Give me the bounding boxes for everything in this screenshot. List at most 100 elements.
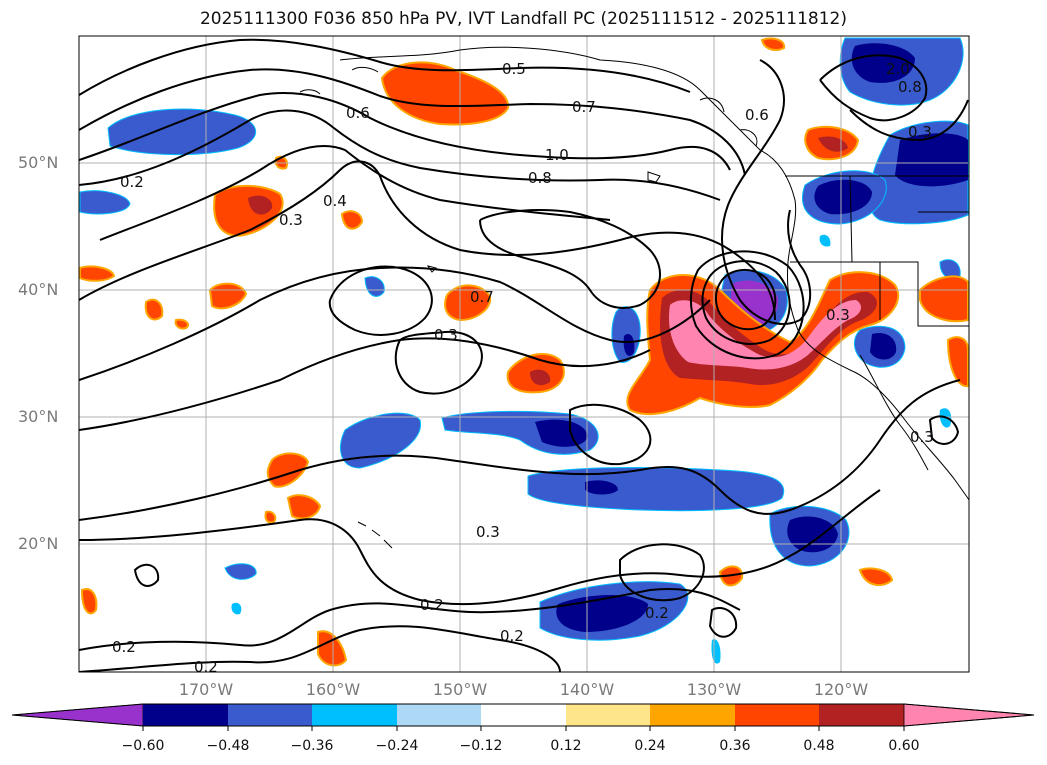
contour-label: 0.5 <box>502 60 526 78</box>
colorbar-segment <box>312 704 397 726</box>
contour-label: 0.7 <box>572 98 596 116</box>
contour-line <box>569 403 652 466</box>
lat-label-30n: 30°N <box>18 407 59 426</box>
contour-labels: 0.5 0.7 0.6 0.6 1.0 0.8 0.2 0.3 0.4 0.7 … <box>112 60 934 676</box>
shade-blob <box>858 567 894 587</box>
contour-label: 0.7 <box>470 288 494 306</box>
lat-label-40n: 40°N <box>18 280 59 299</box>
colorbar-label: −0.60 <box>121 738 165 754</box>
colorbar-label: 0.60 <box>888 738 920 754</box>
shade-blob <box>224 563 257 580</box>
shade-blob <box>556 595 648 632</box>
shade-blob <box>264 510 277 524</box>
contour-line <box>133 563 160 587</box>
lat-label-50n: 50°N <box>18 153 59 172</box>
contour-line <box>79 38 691 96</box>
contour-line <box>690 250 805 360</box>
contour-label: 0.8 <box>528 169 552 187</box>
contour-label: 0.3 <box>908 123 932 141</box>
colorbar-segment <box>650 704 735 726</box>
colorbar-label: 0.12 <box>550 738 582 754</box>
shade-blob <box>895 133 968 187</box>
map-title: 2025111300 F036 850 hPa PV, IVT Landfall… <box>199 9 847 29</box>
contour-line <box>721 59 812 325</box>
contour-label: 2.0 <box>886 60 910 78</box>
colorbar-label: −0.48 <box>206 738 250 754</box>
contour-label: 1.0 <box>545 146 569 164</box>
colorbar-label: 0.48 <box>803 738 835 754</box>
shade-blob <box>530 369 551 386</box>
contour-label: 0.2 <box>194 658 218 676</box>
contour-label: 0.2 <box>120 173 144 191</box>
coastlines <box>299 46 969 549</box>
colorbar-ticks <box>142 726 905 731</box>
contour-label: 0.6 <box>745 106 769 124</box>
contour-line <box>928 415 960 445</box>
shade-blob <box>814 179 872 215</box>
contour-label: 0.3 <box>434 326 458 344</box>
lon-label-130w: 130°W <box>686 680 742 699</box>
coastline-baja <box>859 354 929 471</box>
contour-line <box>79 68 746 176</box>
colorbar-segment <box>819 704 904 726</box>
contour-label: 0.3 <box>910 428 934 446</box>
map-frame <box>78 35 970 673</box>
lat-label-20n: 20°N <box>18 534 59 553</box>
contour-line <box>79 379 961 521</box>
colorbar-segment <box>735 704 819 726</box>
state-border <box>785 175 969 327</box>
contour-line <box>714 269 777 331</box>
colorbar-label: −0.12 <box>459 738 503 754</box>
shade-blob <box>248 195 273 215</box>
contour-line <box>394 330 483 395</box>
shade-blob <box>527 467 785 512</box>
lon-label-120w: 120°W <box>813 680 869 699</box>
colorbar-label: 0.24 <box>634 738 666 754</box>
contour-line <box>79 588 741 651</box>
colorbar-segment <box>397 704 481 726</box>
colorbar-label: −0.24 <box>375 738 419 754</box>
lon-label-140w: 140°W <box>559 680 615 699</box>
state-border <box>849 175 969 263</box>
contour-line <box>79 337 651 431</box>
shade-blob <box>80 588 98 615</box>
contour-label: 0.4 <box>323 192 347 210</box>
contour-line <box>708 607 738 638</box>
shade-blob <box>851 43 915 83</box>
shade-blob <box>919 275 969 323</box>
contour-line <box>79 160 776 321</box>
shade-blob <box>79 265 116 282</box>
contour-label: 0.3 <box>279 211 303 229</box>
contour-line <box>79 625 561 672</box>
shade-blob <box>231 602 242 615</box>
shade-blob <box>107 108 257 156</box>
shade-blob <box>340 210 364 230</box>
shade-blob <box>623 333 635 356</box>
contour-line <box>819 54 928 122</box>
shade-blob <box>787 516 838 553</box>
shade-blob <box>946 336 969 388</box>
contour-line <box>619 543 705 602</box>
shade-blob <box>286 494 322 520</box>
contour-line <box>79 109 721 201</box>
shade-blob <box>760 37 786 51</box>
contour-line <box>479 209 661 309</box>
contour-line <box>79 91 731 171</box>
coastline-bc-islands <box>699 97 758 147</box>
shade-blob <box>266 452 310 488</box>
shade-blob <box>819 234 831 247</box>
colorbar-label: 0.36 <box>719 738 751 754</box>
shade-blob <box>144 298 164 321</box>
contour-label: 0.3 <box>476 523 500 541</box>
shade-blob <box>585 480 618 495</box>
shade-blob <box>444 284 492 322</box>
hawaii <box>357 521 393 549</box>
contour-label: 0.2 <box>645 604 669 622</box>
contour-label: 0.2 <box>112 638 136 656</box>
shade-blob <box>668 300 862 370</box>
shade-blob <box>364 276 385 297</box>
lon-label-150w: 150°W <box>432 680 488 699</box>
colorbar-segment <box>566 704 650 726</box>
contour-line <box>79 266 711 381</box>
